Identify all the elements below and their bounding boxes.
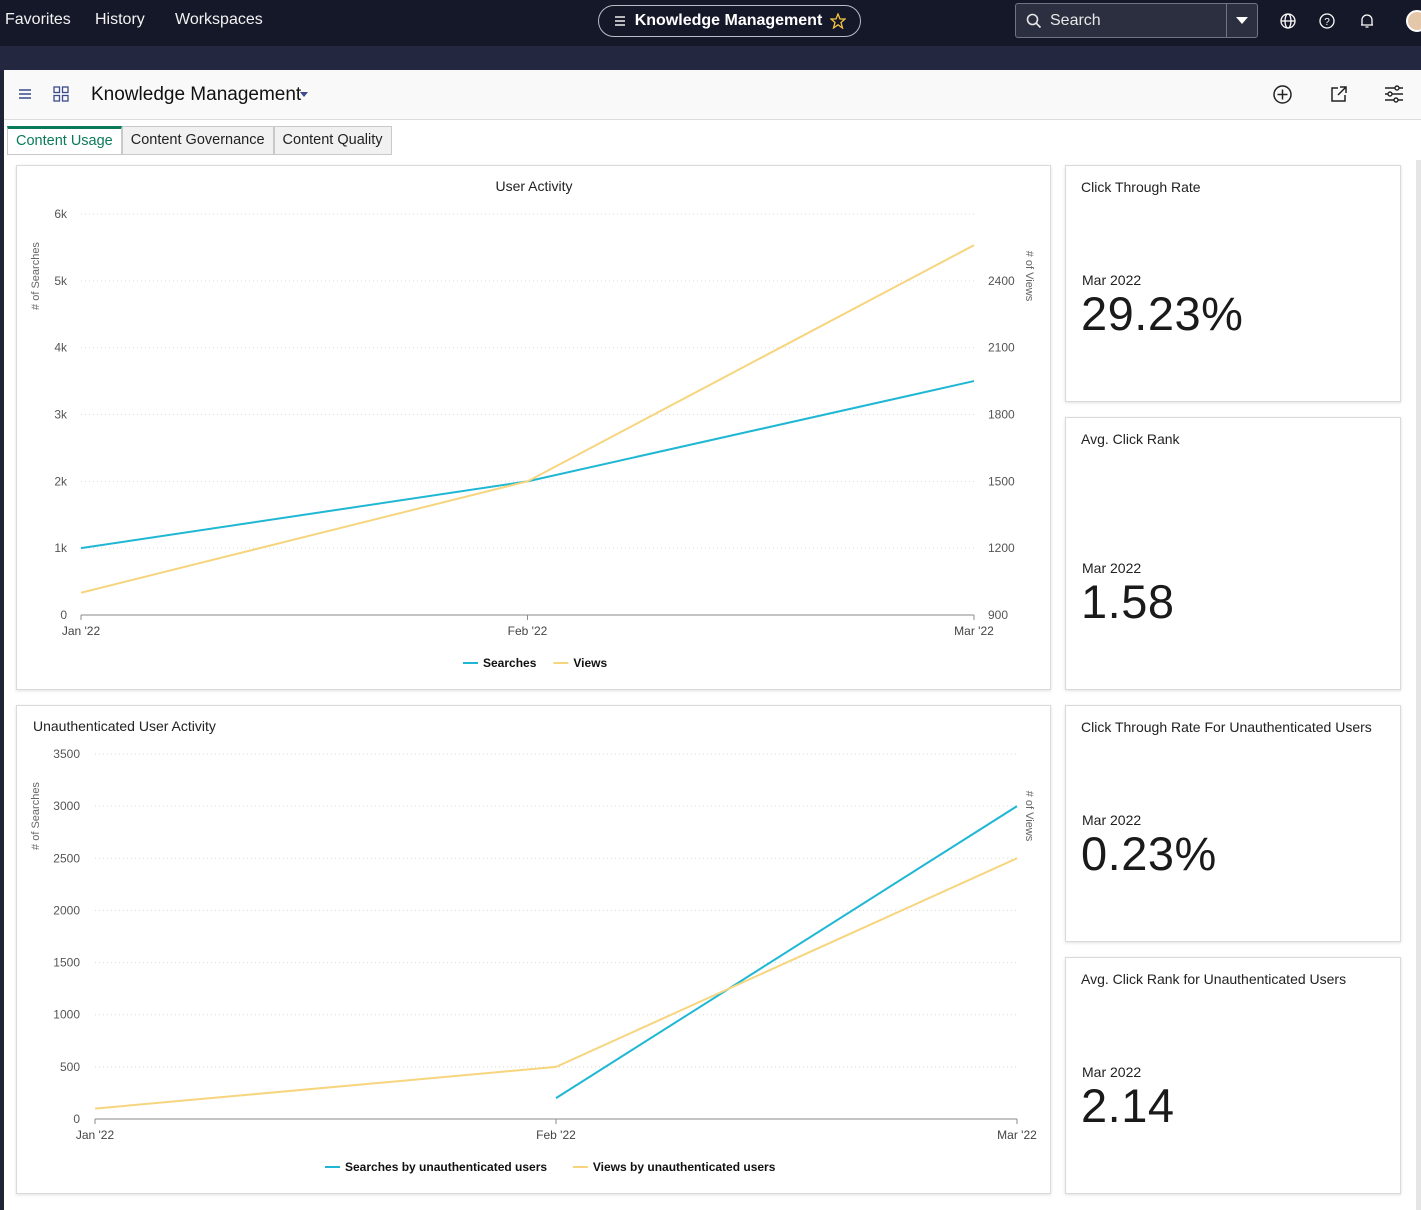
kpi-value: 1.58: [1081, 575, 1175, 628]
menu-icon[interactable]: [18, 88, 32, 100]
kpi-value: 2.14: [1081, 1079, 1175, 1132]
chart-title: User Activity: [495, 178, 572, 194]
star-icon[interactable]: [830, 13, 847, 29]
x-tick-label: Mar '22: [954, 624, 994, 638]
y-tick-label: 500: [60, 1060, 80, 1074]
kpi-title: Avg. Click Rank: [1081, 431, 1180, 447]
y-tick-label: 0: [73, 1112, 80, 1126]
workspace-pill[interactable]: Knowledge Management: [598, 5, 861, 37]
x-tick-label: Jan '22: [76, 1128, 115, 1142]
kpi-card-ctr: Click Through Rate Mar 2022 29.23%: [1065, 165, 1401, 402]
x-tick-label: Jan '22: [62, 624, 101, 638]
y-tick-label: 2k: [54, 474, 68, 488]
x-tick-label: Feb '22: [536, 1128, 576, 1142]
y-tick-label: 2500: [53, 851, 80, 865]
globe-icon[interactable]: [1278, 11, 1298, 31]
y-tick-label: 1000: [53, 1008, 80, 1022]
share-icon[interactable]: [1329, 84, 1349, 104]
header-strip: [0, 46, 1421, 70]
kpi-title: Avg. Click Rank for Unauthenticated User…: [1081, 971, 1347, 987]
workspace-title: Knowledge Management: [634, 12, 823, 29]
series-line-views: [80, 244, 975, 594]
legend-label: Searches by unauthenticated users: [345, 1160, 547, 1174]
y-tick-label: 1k: [54, 541, 68, 555]
dashboard-header: Knowledge Management: [4, 70, 1421, 120]
search-divider: [1226, 4, 1227, 37]
y-axis-title: # of Searches: [30, 782, 42, 850]
y2-tick-label: 1200: [988, 541, 1015, 555]
y2-tick-label: 1800: [988, 408, 1015, 422]
y2-tick-label: 1500: [988, 474, 1015, 488]
avatar[interactable]: [1406, 10, 1421, 32]
kpi-title: Click Through Rate: [1081, 179, 1201, 195]
tab-bar: Content Usage Content Governance Content…: [7, 126, 392, 155]
chevron-down-icon[interactable]: [1236, 17, 1248, 25]
help-icon[interactable]: ?: [1317, 11, 1337, 31]
y-tick-label: 3k: [54, 408, 68, 422]
search-box[interactable]: Search: [1015, 3, 1258, 38]
tab-content-quality[interactable]: Content Quality: [273, 126, 392, 155]
y2-tick-label: 900: [988, 608, 1008, 622]
y2-axis-title: # of Views: [1023, 251, 1035, 302]
kpi-card-click-rank: Avg. Click Rank Mar 2022 1.58: [1065, 417, 1401, 690]
user-activity-card: User Activity 0 1k 2k 3k 4k 5k 6k 900 1200 1500 180…: [16, 165, 1051, 690]
add-widget-icon[interactable]: [1272, 84, 1293, 105]
y-tick-label: 6k: [54, 207, 68, 221]
unauth-activity-card: Unauthenticated User Activity 0 500 1000 150…: [16, 705, 1051, 1194]
tab-content-usage[interactable]: Content Usage: [7, 126, 122, 155]
nav-history[interactable]: History: [95, 11, 145, 28]
dashboard-dropdown-icon[interactable]: [300, 92, 308, 98]
kpi-period: Mar 2022: [1082, 1064, 1142, 1080]
x-tick-label: Mar '22: [997, 1128, 1037, 1142]
kpi-period: Mar 2022: [1082, 812, 1142, 828]
legend-label: Views by unauthenticated users: [593, 1160, 776, 1174]
y-tick-label: 3500: [53, 747, 80, 761]
x-tick-label: Feb '22: [508, 624, 548, 638]
top-nav-bar: Favorites History Workspaces Knowledge M…: [0, 0, 1421, 46]
filter-settings-icon[interactable]: [1384, 85, 1404, 103]
kpi-period: Mar 2022: [1082, 272, 1142, 288]
kpi-title: Click Through Rate For Unauthenticated U…: [1081, 719, 1372, 735]
legend-label: Searches: [483, 656, 537, 670]
user-activity-chart: User Activity 0 1k 2k 3k 4k 5k 6k 900 1200 1500 180…: [30, 178, 1035, 670]
y-axis-title: # of Searches: [30, 242, 42, 310]
series-line-searches: [80, 380, 975, 550]
grid-icon[interactable]: [53, 86, 69, 102]
scrollbar[interactable]: [1416, 160, 1421, 1210]
y-tick-label: 3000: [53, 799, 80, 813]
dashboard-title: Knowledge Management: [91, 84, 302, 105]
nav-favorites[interactable]: Favorites: [5, 11, 71, 28]
unauth-activity-chart: Unauthenticated User Activity 0 500 1000 150…: [30, 718, 1037, 1174]
y-tick-label: 2000: [53, 903, 80, 917]
tab-content-governance[interactable]: Content Governance: [121, 126, 274, 155]
kpi-card-click-rank-unauth: Avg. Click Rank for Unauthenticated User…: [1065, 957, 1401, 1194]
legend-label: Views: [573, 656, 607, 670]
list-icon: [614, 16, 625, 26]
bell-icon[interactable]: [1357, 11, 1377, 31]
chart-title: Unauthenticated User Activity: [33, 718, 216, 734]
kpi-value: 0.23%: [1081, 827, 1217, 880]
nav-workspaces[interactable]: Workspaces: [175, 11, 263, 28]
search-icon: [1026, 13, 1042, 29]
kpi-period: Mar 2022: [1082, 560, 1142, 576]
y2-tick-label: 2400: [988, 274, 1015, 288]
y-tick-label: 4k: [54, 341, 68, 355]
y-tick-label: 0: [60, 608, 67, 622]
y2-axis-title: # of Views: [1023, 791, 1035, 842]
search-input[interactable]: Search: [1050, 12, 1101, 29]
series-line-views-by-unauthenticated-users: [94, 857, 1018, 1110]
kpi-value: 29.23%: [1081, 287, 1244, 340]
y-tick-label: 1500: [53, 956, 80, 970]
kpi-card-ctr-unauth: Click Through Rate For Unauthenticated U…: [1065, 705, 1401, 942]
series-line-searches-by-unauthenticated-users: [555, 805, 1018, 1099]
y-tick-label: 5k: [54, 274, 68, 288]
y2-tick-label: 2100: [988, 341, 1015, 355]
svg-text:?: ?: [1324, 17, 1330, 28]
